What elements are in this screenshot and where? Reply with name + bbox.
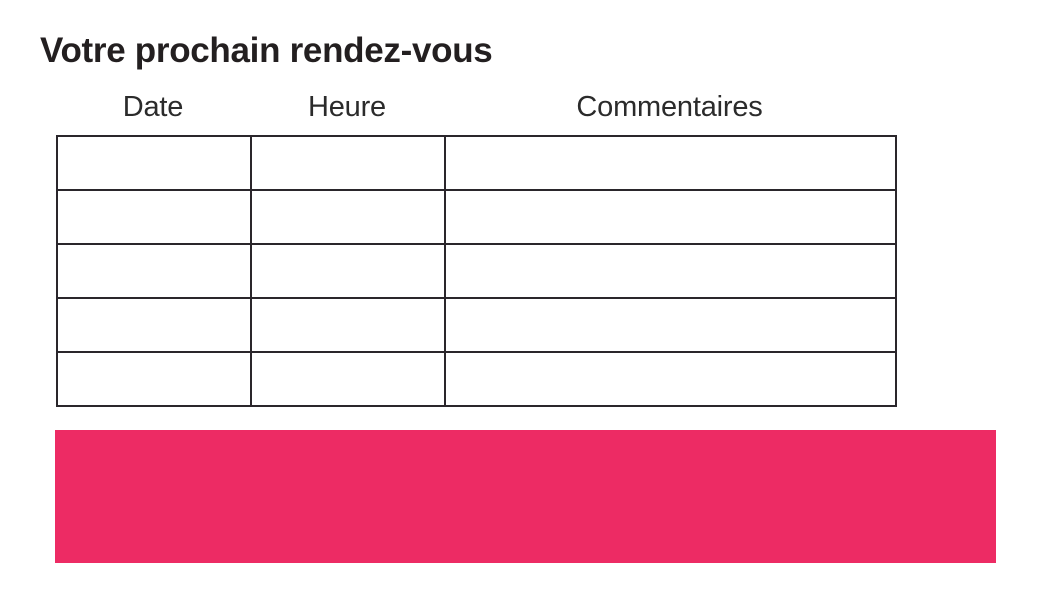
column-header-date: Date (122, 91, 184, 123)
table-cell (444, 189, 897, 245)
table-cell (56, 243, 252, 299)
table-row (56, 189, 897, 245)
table-cell (56, 351, 252, 407)
table-row (56, 243, 897, 299)
table-cell (56, 297, 252, 353)
table-cell (444, 135, 897, 191)
table-cell (444, 297, 897, 353)
table-cell (250, 135, 446, 191)
page-title: Votre prochain rendez-vous (40, 31, 493, 70)
table-cell (56, 189, 252, 245)
table-column-headers: Date Heure Commentaires (56, 90, 895, 124)
appointments-table-body (56, 135, 897, 407)
table-cell (444, 243, 897, 299)
table-cell (250, 243, 446, 299)
table-row (56, 135, 897, 191)
table-cell (250, 189, 446, 245)
table-cell (444, 351, 897, 407)
table-row (56, 297, 897, 353)
table-row (56, 351, 897, 407)
appointments-table (56, 135, 897, 407)
pink-banner (55, 430, 996, 563)
table-cell (56, 135, 252, 191)
column-header-heure: Heure (308, 91, 386, 123)
table-cell (250, 297, 446, 353)
table-cell (250, 351, 446, 407)
column-header-commentaires: Commentaires (576, 91, 763, 123)
